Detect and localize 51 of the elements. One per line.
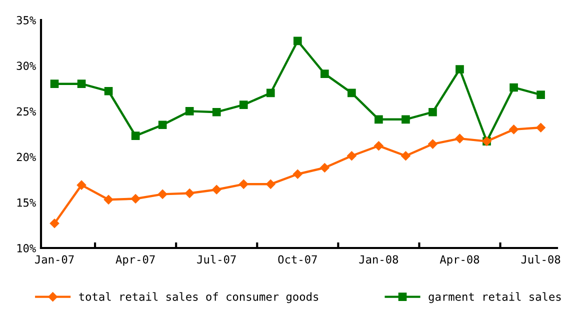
point: [130, 194, 140, 204]
x-tick-label: Jul-07: [197, 254, 236, 264]
point: [347, 151, 356, 161]
point: [212, 108, 221, 116]
point: [428, 108, 437, 116]
y-tick-label: 30%: [16, 62, 36, 70]
point: [374, 141, 384, 150]
y-tick-label: 15%: [17, 198, 36, 207]
point: [104, 86, 113, 96]
legend-label: total retail sales of consumer goods: [79, 292, 318, 304]
point: [293, 36, 302, 46]
point: [510, 83, 518, 92]
point: [428, 139, 438, 149]
point: [266, 88, 275, 98]
point: [536, 90, 545, 99]
point: [185, 107, 194, 116]
x-tick-label: Apr-08: [440, 255, 480, 266]
point: [50, 80, 59, 88]
point: [374, 115, 383, 124]
point: [348, 88, 356, 98]
point: [293, 170, 302, 179]
point: [238, 180, 248, 189]
y-tick-label: 20%: [16, 152, 36, 162]
x-tick-label: Jan-07: [35, 255, 74, 264]
y-tick-label: 25%: [16, 107, 36, 116]
point: [320, 163, 330, 172]
point: [77, 80, 86, 88]
point: [158, 190, 168, 199]
point: [536, 122, 546, 132]
point: [131, 132, 140, 140]
point: [509, 124, 518, 134]
point: [456, 65, 464, 74]
point: [104, 195, 114, 204]
point: [76, 180, 86, 190]
point: [50, 218, 60, 228]
point: [184, 188, 194, 198]
point: [266, 180, 276, 189]
y-tick-label: 10%: [17, 244, 36, 252]
x-tick-label: Apr-07: [116, 255, 155, 266]
point: [320, 70, 329, 78]
point: [158, 120, 167, 130]
x-tick-label: Jan-08: [359, 255, 398, 264]
y-tick-label: 35%: [16, 16, 36, 24]
point: [239, 100, 248, 109]
x-tick-label: Oct-07: [278, 255, 317, 264]
point: [401, 151, 410, 161]
point: [402, 115, 410, 124]
point: [455, 134, 464, 144]
legend-label: garment retail sales: [428, 292, 561, 304]
point: [212, 185, 222, 194]
x-tick-label: Jul-08: [521, 254, 560, 264]
